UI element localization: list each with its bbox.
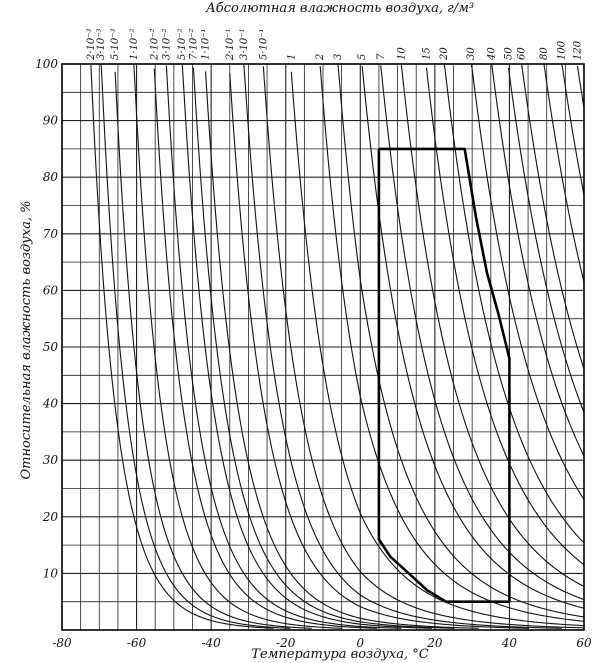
isoline-21 xyxy=(491,63,585,457)
isoline-25 xyxy=(561,63,585,195)
abs-humidity-label: 10 xyxy=(396,47,407,60)
y-tick-label: 40 xyxy=(42,397,59,411)
isolines xyxy=(90,63,585,629)
region-polyline xyxy=(377,147,511,604)
isoline-26 xyxy=(576,65,585,108)
isoline-9 xyxy=(229,73,530,629)
isoline-13 xyxy=(319,66,585,622)
abs-humidity-label: 120 xyxy=(572,40,583,60)
isoline-20 xyxy=(470,63,585,500)
abs-humidity-label: 7 xyxy=(376,53,387,60)
abs-humidity-label: 1·10⁻² xyxy=(129,28,140,60)
isoline-17 xyxy=(400,63,585,587)
y-tick-label: 90 xyxy=(43,114,59,128)
abs-humidity-label: 3·10⁻² xyxy=(161,28,172,60)
y-tick-label: 80 xyxy=(43,170,59,184)
x-tick-labels: -80 -60 -40 -20 0 20 40 60 xyxy=(52,636,592,650)
abs-humidity-label: 1·10⁻¹ xyxy=(201,28,212,60)
abs-humidity-label: 50 xyxy=(503,47,514,60)
y-axis-label: Относительная влажность воздуха, % xyxy=(19,201,34,480)
x-tick-label: -20 xyxy=(276,636,296,650)
x-tick-label: -80 xyxy=(52,636,72,650)
y-tick-label: 30 xyxy=(43,453,59,467)
abs-humidity-label: 2·10⁻² xyxy=(149,28,160,61)
isoline-22 xyxy=(507,67,585,413)
x-tick-label: 0 xyxy=(356,636,364,650)
isoline-1 xyxy=(100,63,291,629)
abs-humidity-label: 1 xyxy=(286,54,297,60)
isoline-8 xyxy=(205,71,479,629)
abs-humidity-label: 2·10⁻¹ xyxy=(225,28,236,61)
isoline-3 xyxy=(133,63,343,629)
isoline-11 xyxy=(262,66,585,629)
isoline-24 xyxy=(543,63,585,282)
abs-humidity-label: 2·10⁻³ xyxy=(86,28,97,61)
isoline-12 xyxy=(290,71,585,627)
abs-humidity-label: 3 xyxy=(333,54,344,60)
x-tick-label: 20 xyxy=(426,636,443,650)
isoline-0 xyxy=(90,65,274,629)
isoline-15 xyxy=(361,66,585,609)
abs-humidity-label: 20 xyxy=(439,47,450,61)
x-tick-label: -40 xyxy=(201,636,221,650)
x-axis-label: Температура воздуха, °С xyxy=(251,647,428,662)
isoline-2 xyxy=(114,71,312,629)
isoline-7 xyxy=(192,67,455,629)
abs-humidity-label: 3·10⁻³ xyxy=(96,28,107,60)
isoline-16 xyxy=(380,65,585,601)
abs-humidity-label: 80 xyxy=(539,47,550,60)
absolute-humidity-labels: 2·10⁻³ 3·10⁻³ 5·10⁻³ 1·10⁻² 2·10⁻² 3·10⁻² 5·10… xyxy=(86,28,584,61)
abs-humidity-label: 15 xyxy=(421,47,432,60)
abs-humidity-label: 30 xyxy=(466,47,477,60)
x-tick-label: 40 xyxy=(501,636,518,650)
abs-humidity-label: 7·10⁻² xyxy=(188,28,199,60)
isoline-6 xyxy=(181,63,433,629)
abs-humidity-label: 5·10⁻² xyxy=(177,28,188,60)
isoline-19 xyxy=(443,63,585,544)
frame-rect xyxy=(61,63,585,631)
y-tick-label: 50 xyxy=(43,340,59,354)
y-tick-label: 70 xyxy=(43,227,59,241)
isoline-18 xyxy=(425,67,585,566)
abs-humidity-label: 3·10⁻¹ xyxy=(239,28,250,60)
abs-humidity-label: 60 xyxy=(517,47,528,60)
y-tick-label: 10 xyxy=(43,566,59,580)
isoline-23 xyxy=(521,63,585,370)
y-tick-label: 100 xyxy=(35,57,58,71)
plot-frame xyxy=(61,63,585,631)
y-tick-label: 60 xyxy=(43,283,59,297)
chart-title: Абсолютная влажность воздуха, г/м³ xyxy=(205,1,474,16)
abs-humidity-label: 100 xyxy=(557,40,568,60)
x-tick-label: -60 xyxy=(127,636,147,650)
y-tick-label: 20 xyxy=(42,510,59,524)
region-outline xyxy=(377,147,511,604)
abs-humidity-label: 2 xyxy=(315,54,326,61)
abs-humidity-label: 5 xyxy=(357,54,368,60)
isoline-4 xyxy=(153,68,378,629)
y-tick-labels: 10 20 30 40 50 60 70 80 90 100 xyxy=(35,57,58,580)
isoline-5 xyxy=(165,65,402,629)
abs-humidity-label: 40 xyxy=(487,47,498,61)
abs-humidity-label: 5·10⁻¹ xyxy=(258,28,269,60)
abs-humidity-label: 5·10⁻³ xyxy=(110,28,121,60)
isoline-10 xyxy=(243,63,562,629)
x-tick-label: 60 xyxy=(576,636,592,650)
